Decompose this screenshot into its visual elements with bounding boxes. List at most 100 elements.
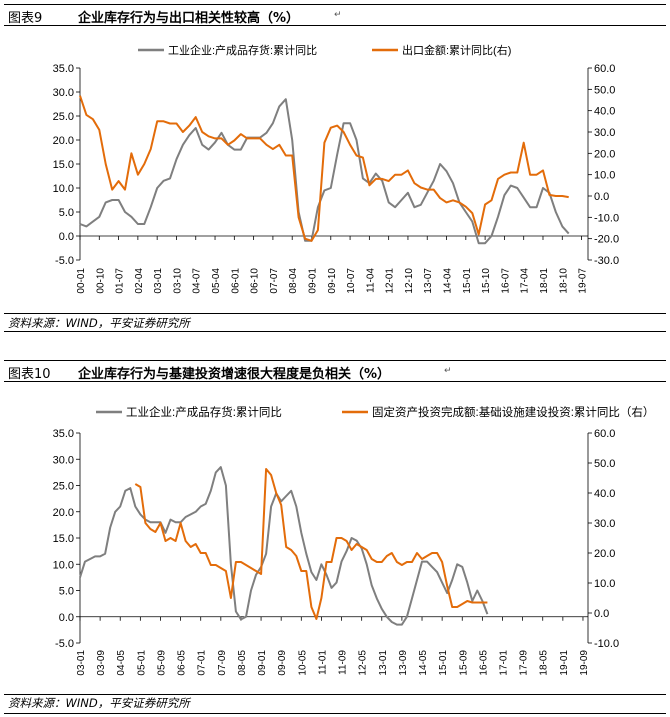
figure2-number: 图表10 xyxy=(8,367,51,382)
figure2-source: 资料来源：WIND，平安证券研究所 xyxy=(8,696,190,710)
left-tick-label: 20.0 xyxy=(53,135,74,147)
x-tick-label: 13-01 xyxy=(378,650,389,676)
right-tick-label: 0.0 xyxy=(594,191,609,203)
left-tick-label: 35.0 xyxy=(53,63,74,75)
right-tick-label: -30.0 xyxy=(594,255,619,267)
x-tick-label: 15-01 xyxy=(462,268,473,294)
x-tick-label: 17-01 xyxy=(498,650,509,676)
x-tick-label: 13-09 xyxy=(398,650,409,676)
x-tick-label: 18-01 xyxy=(539,268,550,294)
x-tick-label: 10-07 xyxy=(346,268,357,294)
x-tick-label: 19-07 xyxy=(578,268,589,294)
x-tick-label: 07-09 xyxy=(217,650,228,676)
right-tick-label: 20.0 xyxy=(594,148,615,160)
x-tick-label: 14-05 xyxy=(418,650,429,676)
figure1-source-rule xyxy=(4,313,666,314)
left-tick-label: 30.0 xyxy=(53,87,74,99)
x-tick-label: 19-09 xyxy=(579,650,590,676)
figure1-header: 图表9 企业库存行为与出口相关性较高（%） ↵ xyxy=(4,4,666,26)
x-tick-label: 05-01 xyxy=(136,650,147,676)
figure1-number: 图表9 xyxy=(8,11,43,26)
x-tick-label: 11-04 xyxy=(365,268,376,293)
right-tick-label: 60.0 xyxy=(594,63,615,75)
legend-label-1: 工业企业:产成品存货:累计同比 xyxy=(126,405,282,419)
x-tick-label: 09-09 xyxy=(277,650,288,676)
right-tick-label: 40.0 xyxy=(594,106,615,118)
right-tick-label: -10.0 xyxy=(594,212,619,224)
x-tick-label: 19-01 xyxy=(559,650,570,676)
x-tick-label: 15-09 xyxy=(458,650,469,676)
x-tick-label: 07-01 xyxy=(197,650,208,676)
x-tick-label: 03-01 xyxy=(153,268,164,294)
x-tick-label: 12-05 xyxy=(358,650,369,676)
x-tick-label: 07-07 xyxy=(269,268,280,294)
figure2-source-rule xyxy=(4,694,666,695)
x-tick-label: 05-04 xyxy=(211,268,222,294)
x-tick-label: 00-10 xyxy=(95,268,106,294)
left-tick-label: 10.0 xyxy=(53,183,74,195)
right-tick-label: 30.0 xyxy=(594,518,615,530)
left-tick-label: 30.0 xyxy=(53,454,74,466)
right-tick-label: 0.0 xyxy=(594,608,609,620)
x-tick-label: 12-01 xyxy=(385,268,396,294)
left-tick-label: 10.0 xyxy=(53,559,74,571)
x-tick-label: 09-01 xyxy=(307,268,318,294)
legend-label-2: 固定资产投资完成额:基础设施建设投资:累计同比（右） xyxy=(372,405,654,419)
left-tick-label: 15.0 xyxy=(53,159,74,171)
legend-label-2: 出口金额:累计同比(右) xyxy=(402,43,511,57)
x-tick-label: 15-01 xyxy=(438,650,449,676)
right-tick-label: 10.0 xyxy=(594,578,615,590)
x-tick-label: 04-05 xyxy=(116,650,127,676)
x-tick-label: 14-04 xyxy=(443,268,454,294)
chart2: 35.0 30.0 25.0 20.0 15.0 10.0 5.0 0.0 -5.0 60.0 50… xyxy=(53,405,655,676)
series-line-2 xyxy=(134,468,488,620)
right-tick-label: 50.0 xyxy=(594,458,615,470)
x-tick-label: 17-09 xyxy=(519,650,530,676)
figure1-source-rule-bottom xyxy=(4,331,666,332)
x-tick-label: 00-01 xyxy=(76,268,87,294)
x-tick-label: 01-07 xyxy=(115,268,126,294)
figure2-header: 图表10 企业库存行为与基建投资增速很大程度是负相关（%） ↵ xyxy=(4,360,666,382)
left-tick-label: -5.0 xyxy=(55,638,74,650)
x-tick-label: 18-05 xyxy=(539,650,550,676)
series-line-1 xyxy=(79,98,570,245)
x-tick-label: 08-04 xyxy=(288,268,299,294)
left-tick-label: 25.0 xyxy=(53,111,74,123)
right-tick-label: 10.0 xyxy=(594,170,615,182)
right-tick-label: -20.0 xyxy=(594,234,619,246)
legend-label-1: 工业企业:产成品存货:累计同比 xyxy=(168,43,317,57)
x-tick-label: 08-05 xyxy=(237,650,248,676)
x-tick-label: 05-09 xyxy=(156,650,167,676)
left-tick-label: 5.0 xyxy=(59,586,74,598)
x-tick-label: 16-05 xyxy=(478,650,489,676)
left-tick-label: 0.0 xyxy=(59,231,74,243)
x-tick-label: 13-07 xyxy=(423,268,434,294)
x-tick-label: 03-01 xyxy=(76,650,87,676)
right-tick-label: 50.0 xyxy=(594,84,615,96)
figure1-source: 资料来源：WIND，平安证券研究所 xyxy=(8,316,190,330)
right-tick-label: 30.0 xyxy=(594,127,615,139)
left-tick-label: 25.0 xyxy=(53,481,74,493)
x-tick-label: 18-10 xyxy=(558,268,569,294)
left-tick-label: 35.0 xyxy=(53,428,74,440)
x-tick-label: 06-05 xyxy=(177,650,188,676)
series-line-1 xyxy=(79,466,489,626)
return-mark: ↵ xyxy=(444,366,452,376)
x-tick-label: 04-07 xyxy=(192,268,203,294)
right-tick-label: 40.0 xyxy=(594,488,615,500)
x-tick-label: 09-01 xyxy=(257,650,268,676)
figure1-title: 企业库存行为与出口相关性较高（%） xyxy=(78,11,300,26)
x-tick-label: 16-07 xyxy=(500,268,511,294)
x-tick-label: 03-10 xyxy=(172,268,183,294)
left-tick-label: -5.0 xyxy=(55,255,74,267)
chart1: 35.0 30.0 25.0 20.0 15.0 10.0 5.0 0.0 -5.0 60.0 50… xyxy=(53,43,620,294)
x-tick-label: 02-04 xyxy=(134,268,145,294)
right-tick-label: -10.0 xyxy=(594,638,619,650)
x-tick-label: 03-09 xyxy=(96,650,107,676)
x-tick-label: 12-10 xyxy=(404,268,415,294)
x-tick-label: 06-01 xyxy=(230,268,241,294)
x-tick-label: 09-10 xyxy=(327,268,338,294)
x-tick-label: 10-05 xyxy=(297,650,308,676)
series-line-2 xyxy=(79,95,569,242)
left-tick-label: 5.0 xyxy=(59,207,74,219)
